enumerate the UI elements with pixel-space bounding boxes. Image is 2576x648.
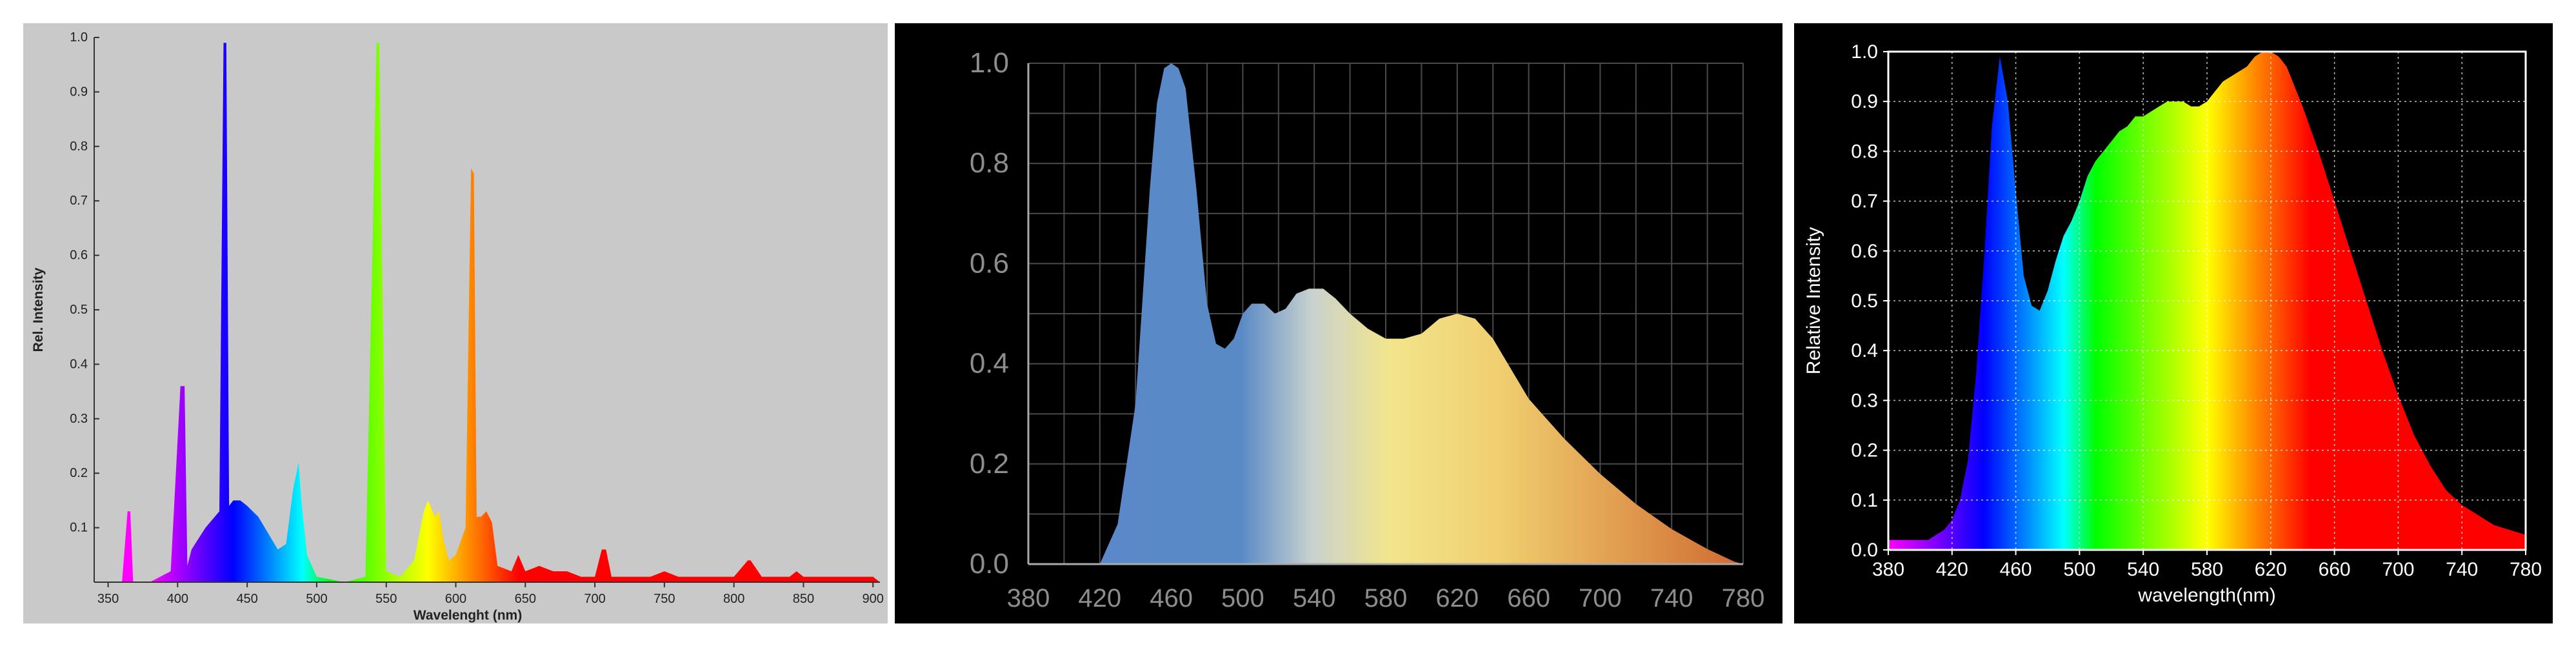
chart-panel-1: 350 400 450 500 550 600 650 700 750 800 850 900 0.1 0… bbox=[23, 23, 888, 627]
chart-background bbox=[23, 23, 888, 623]
x-tick-label: 700 bbox=[584, 592, 605, 606]
x-tick-label: 500 bbox=[1221, 584, 1264, 613]
x-tick-label: 900 bbox=[863, 592, 884, 606]
x-tick-label: 740 bbox=[2446, 559, 2478, 580]
y-tick-label: 1.0 bbox=[70, 30, 88, 45]
chart-panel-2: 380 420 460 500 540 580 620 660 700 740 780 0.0 0.2 0… bbox=[895, 23, 1782, 627]
y-tick-label: 1.0 bbox=[1851, 41, 1878, 63]
y-tick-label: 0.2 bbox=[970, 448, 1009, 480]
x-tick-label: 700 bbox=[1579, 584, 1622, 613]
x-tick-label: 500 bbox=[2063, 559, 2095, 580]
x-tick-label: 780 bbox=[2510, 559, 2542, 580]
x-tick-label: 700 bbox=[2382, 559, 2414, 580]
y-tick-label: 0.8 bbox=[970, 147, 1009, 179]
x-tick-label: 620 bbox=[1435, 584, 1479, 613]
y-tick-label: 0.9 bbox=[1851, 91, 1878, 112]
x-axis-title: Wavelenght (nm) bbox=[414, 608, 522, 623]
x-tick-label: 740 bbox=[1650, 584, 1693, 613]
x-tick-label: 380 bbox=[1872, 559, 1904, 580]
x-tick-label: 540 bbox=[1293, 584, 1336, 613]
y-tick-label: 1.0 bbox=[970, 47, 1009, 79]
y-tick-label: 0.4 bbox=[1851, 340, 1878, 361]
y-tick-label: 0.4 bbox=[70, 357, 88, 371]
y-tick-label: 0.5 bbox=[1851, 290, 1878, 312]
y-tick-label: 0.6 bbox=[70, 248, 88, 263]
x-tick-label: 660 bbox=[1507, 584, 1550, 613]
y-tick-label: 0.4 bbox=[970, 348, 1009, 380]
y-tick-label: 0.5 bbox=[70, 303, 88, 317]
x-tick-label: 380 bbox=[1007, 584, 1050, 613]
y-tick-label: 0.0 bbox=[970, 548, 1009, 580]
x-tick-label: 580 bbox=[2191, 559, 2223, 580]
spectrum-chart-1: 350 400 450 500 550 600 650 700 750 800 850 900 0.1 0… bbox=[23, 23, 888, 623]
x-tick-label: 400 bbox=[167, 592, 188, 606]
y-tick-label: 0.7 bbox=[70, 194, 88, 208]
y-axis-title: Rel. Intensity bbox=[31, 267, 46, 352]
x-tick-label: 600 bbox=[445, 592, 466, 606]
x-tick-label: 540 bbox=[2127, 559, 2159, 580]
x-axis-title: wavelength(nm) bbox=[2137, 585, 2275, 606]
y-axis-title: Relative Intensity bbox=[1803, 227, 1824, 374]
x-tick-label: 800 bbox=[723, 592, 744, 606]
y-tick-label: 0.8 bbox=[1851, 141, 1878, 162]
x-tick-label: 450 bbox=[236, 592, 257, 606]
spectrum-chart-3: 380 420 460 500 540 580 620 660 700 740 780 0.0 0.1 0… bbox=[1794, 23, 2553, 623]
x-tick-label: 580 bbox=[1364, 584, 1408, 613]
x-tick-label: 660 bbox=[2319, 559, 2351, 580]
x-tick-label: 750 bbox=[654, 592, 675, 606]
x-tick-label: 620 bbox=[2255, 559, 2287, 580]
x-tick-label: 420 bbox=[1078, 584, 1121, 613]
y-tick-label: 0.3 bbox=[70, 412, 88, 426]
y-tick-label: 0.2 bbox=[70, 466, 88, 480]
x-tick-label: 780 bbox=[1722, 584, 1765, 613]
x-tick-label: 420 bbox=[1936, 559, 1968, 580]
chart-panel-3: 380 420 460 500 540 580 620 660 700 740 780 0.0 0.1 0… bbox=[1794, 23, 2553, 627]
x-tick-label: 650 bbox=[515, 592, 536, 606]
y-tick-label: 0.7 bbox=[1851, 191, 1878, 212]
spectrum-area bbox=[1099, 63, 1743, 564]
y-tick-label: 0.6 bbox=[970, 247, 1009, 279]
y-tick-label: 0.3 bbox=[1851, 390, 1878, 411]
x-tick-label: 850 bbox=[793, 592, 814, 606]
y-tick-label: 0.2 bbox=[1851, 440, 1878, 461]
y-tick-label: 0.9 bbox=[70, 85, 88, 99]
x-tick-label: 350 bbox=[97, 592, 119, 606]
y-tick-label: 0.1 bbox=[70, 521, 88, 535]
y-tick-label: 0.6 bbox=[1851, 241, 1878, 262]
y-tick-label: 0.0 bbox=[1851, 540, 1878, 561]
x-tick-label: 500 bbox=[306, 592, 327, 606]
x-tick-label: 460 bbox=[1150, 584, 1193, 613]
x-tick-label: 550 bbox=[375, 592, 397, 606]
y-tick-label: 0.8 bbox=[70, 139, 88, 154]
y-tick-label: 0.1 bbox=[1851, 490, 1878, 511]
spectrum-chart-2: 380 420 460 500 540 580 620 660 700 740 780 0.0 0.2 0… bbox=[895, 23, 1782, 623]
x-tick-label: 460 bbox=[2000, 559, 2032, 580]
